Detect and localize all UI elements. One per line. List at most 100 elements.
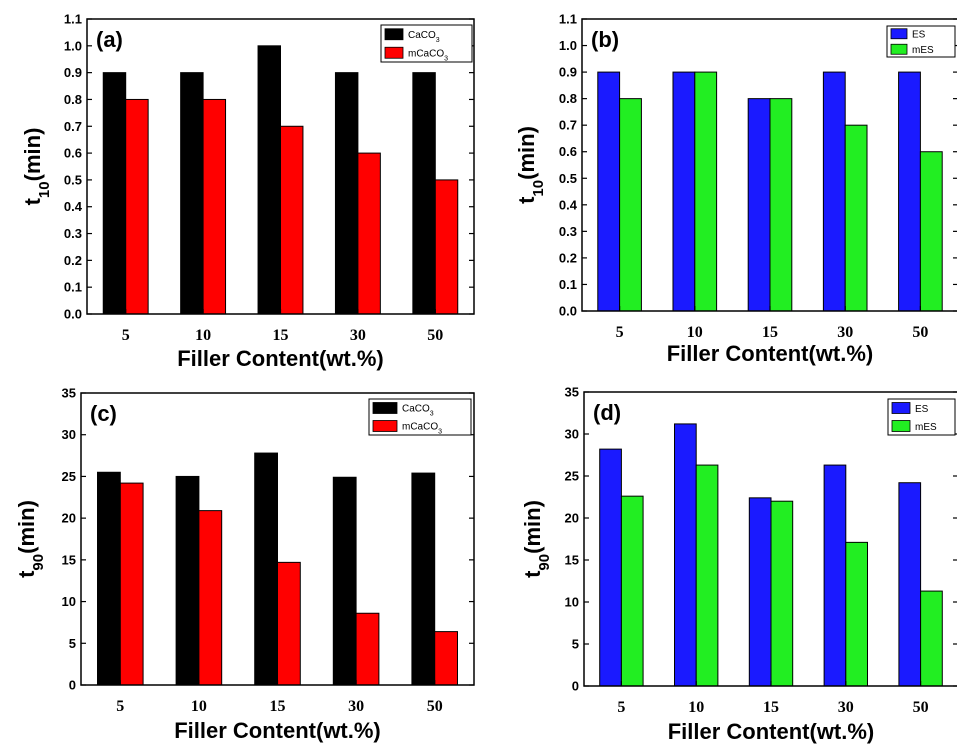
y-tick-label: 20 [62, 511, 76, 526]
x-tick-label: 10 [687, 324, 703, 341]
y-tick-label: 15 [565, 553, 579, 568]
bar [277, 561, 301, 686]
legend-swatch [891, 420, 911, 432]
bar [202, 98, 227, 315]
x-axis-label: Filler Content(wt.%) [174, 718, 381, 743]
bar [434, 179, 459, 315]
bar [770, 500, 794, 687]
y-tick-label: 5 [572, 637, 579, 652]
x-tick-label: 10 [195, 327, 211, 344]
x-tick-label: 30 [838, 699, 854, 716]
x-tick-label: 5 [617, 699, 625, 716]
legend: CaCO3 mCaCO3 [368, 398, 472, 436]
legend-label: mES [912, 45, 934, 56]
bar [620, 495, 644, 687]
bar [119, 482, 144, 686]
x-tick-label: 50 [427, 698, 443, 715]
y-tick-label: 35 [565, 385, 579, 400]
y-tick-label: 0.1 [559, 277, 577, 292]
bar [747, 98, 771, 312]
legend-label: CaCO3 [408, 30, 440, 44]
y-tick-label: 0.7 [559, 118, 577, 133]
bar [822, 71, 846, 312]
y-tick-label: 10 [565, 595, 579, 610]
chart-panel: 0.0 0.1 0.2 0.3 0.4 0.5 0.6 0.7 0.8 0.9 1.0 1.1 5 10 1… [20, 12, 475, 371]
y-axis-label: t90(min) [14, 500, 47, 578]
x-tick-label: 50 [427, 327, 443, 344]
legend-swatch [891, 402, 911, 414]
y-tick-label: 0.4 [559, 197, 578, 212]
panel-label: (d) [593, 400, 621, 425]
legend-swatch [890, 43, 908, 55]
x-tick-label: 15 [763, 699, 779, 716]
y-tick-label: 0.7 [64, 119, 82, 134]
y-tick-label: 30 [62, 427, 76, 442]
x-tick-label: 5 [116, 698, 124, 715]
y-tick-label: 0.5 [64, 172, 82, 187]
bar [355, 612, 380, 686]
bar [898, 482, 922, 687]
y-tick-label: 20 [565, 511, 579, 526]
bar [411, 472, 436, 686]
bar [919, 151, 943, 312]
bar [748, 497, 772, 687]
bar [845, 541, 868, 687]
y-tick-label: 0 [572, 679, 579, 694]
x-tick-label: 5 [122, 327, 130, 344]
bar [695, 464, 719, 687]
chart-panel: 0.0 0.1 0.2 0.3 0.4 0.5 0.6 0.7 0.8 0.9 1.0 1.1 5 10 1… [514, 12, 957, 366]
y-tick-label: 30 [565, 427, 579, 442]
bar [597, 71, 621, 312]
bar [823, 464, 847, 687]
y-tick-label: 0.8 [64, 92, 82, 107]
y-tick-label: 25 [62, 469, 76, 484]
y-tick-label: 1.1 [559, 12, 577, 27]
bar [920, 590, 943, 687]
y-tick-label: 0.2 [64, 253, 82, 268]
bar [198, 510, 223, 686]
legend-label: CaCO3 [402, 404, 434, 418]
x-tick-label: 30 [837, 324, 853, 341]
bar [97, 471, 121, 686]
bar [175, 475, 200, 686]
y-tick-label: 0.8 [559, 91, 577, 106]
panel-label: (c) [90, 401, 117, 426]
legend-label: ES [912, 29, 926, 40]
bar [599, 448, 622, 687]
x-tick-label: 15 [273, 327, 289, 344]
legend: ES mES [886, 25, 956, 58]
chart-panel: 0 5 10 15 20 25 30 35 5 10 15 30 50 (c) Filler Content… [14, 386, 475, 743]
legend: ES mES [887, 398, 956, 436]
x-tick-label: 15 [762, 324, 778, 341]
y-tick-label: 5 [69, 636, 76, 651]
legend-label: mES [915, 422, 937, 433]
y-tick-label: 1.1 [64, 12, 82, 27]
x-tick-label: 5 [616, 324, 624, 341]
legend-swatch [372, 402, 398, 414]
x-tick-label: 50 [913, 699, 929, 716]
y-tick-label: 1.0 [559, 38, 577, 53]
legend-swatch [372, 420, 398, 432]
y-axis-label: t90(min) [520, 500, 553, 578]
bar [280, 125, 304, 315]
bar [434, 631, 458, 686]
legend-label: mCaCO3 [402, 422, 442, 436]
bar [769, 98, 793, 312]
y-tick-label: 0.5 [559, 171, 577, 186]
x-tick-label: 50 [912, 324, 928, 341]
bar [844, 124, 868, 312]
y-tick-label: 0.2 [559, 250, 577, 265]
bar [254, 452, 279, 686]
y-tick-label: 0.3 [559, 224, 577, 239]
x-tick-label: 30 [350, 327, 366, 344]
bar [357, 152, 381, 315]
bar [674, 423, 697, 687]
y-tick-label: 10 [62, 594, 76, 609]
y-tick-label: 35 [62, 386, 76, 401]
legend-swatch [890, 28, 908, 40]
legend: CaCO3 mCaCO3 [380, 24, 473, 63]
bar [619, 98, 642, 312]
y-tick-label: 0.6 [64, 146, 82, 161]
panel-label: (b) [591, 27, 619, 52]
